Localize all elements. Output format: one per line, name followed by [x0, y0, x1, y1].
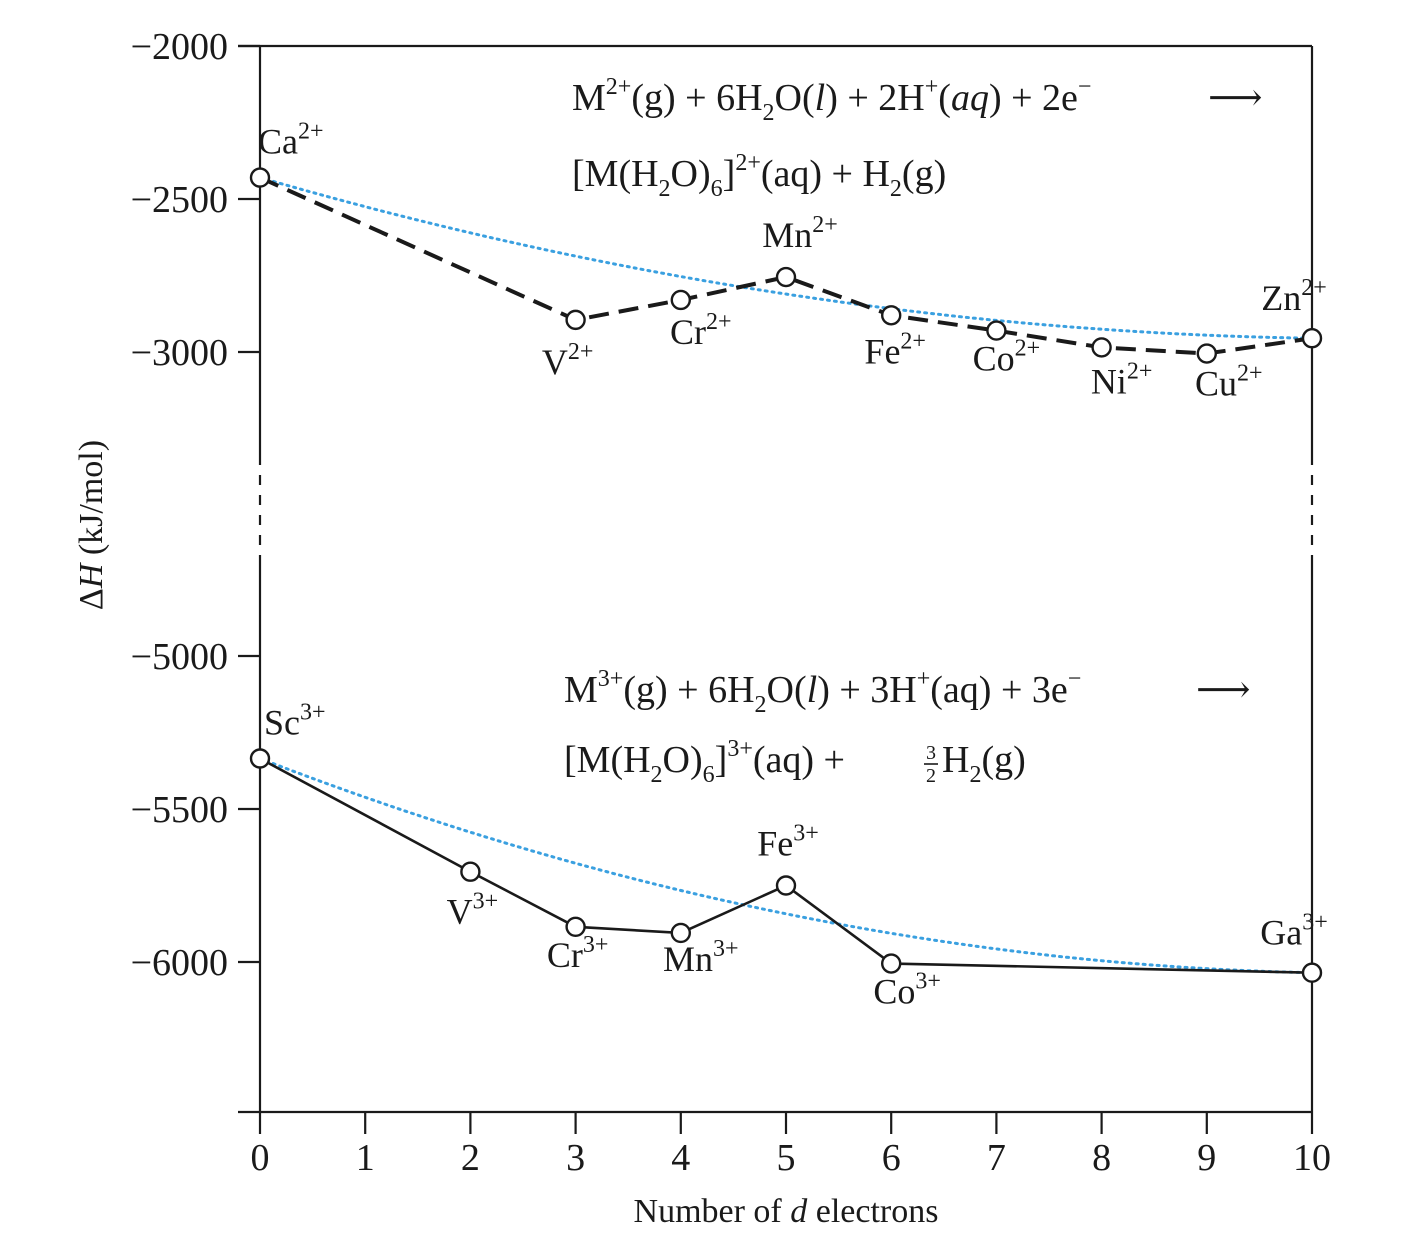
y-tick-label: −3000: [131, 332, 228, 374]
x-tick-label: 9: [1197, 1137, 1216, 1179]
data-point-cu-2plus: [1196, 343, 1218, 364]
equation-3plus-line2-end: H2(g): [942, 739, 1026, 788]
x-tick-label: 4: [671, 1137, 690, 1179]
ion-label-sc-3plus: Sc3+: [264, 700, 326, 743]
ion-label-cr-2plus: Cr2+: [670, 309, 732, 352]
data-point-sc-3plus: [249, 748, 271, 769]
ion-label-co-2plus: Co2+: [973, 336, 1041, 379]
ion-labels: Ca2+ V2+ Cr2+ Mn2+ Fe2+ Co2+ Ni2+ Cu2+ Zn2+ Sc3+ V…: [258, 119, 1328, 1012]
equation-3plus-line1: M3+(g) + 6H2O(l) + 3H+(aq) + 3e−: [564, 666, 1081, 718]
data-point-ga-3plus: [1301, 962, 1323, 983]
trend-lines: [258, 176, 1314, 975]
data-point-co-2plus: [986, 320, 1007, 341]
data-point-mn-2plus: [775, 266, 797, 288]
y-tick-label: −5000: [131, 636, 228, 678]
x-tick-label: 2: [461, 1137, 480, 1179]
equation-3plus-line2: [M(H2O)6]3+(aq) +: [564, 736, 845, 788]
data-point-co-3plus: [881, 953, 902, 974]
x-tick-label: 3: [566, 1137, 585, 1179]
x-axis-title: Number of d electrons: [634, 1193, 939, 1230]
ion-label-zn-2plus: Zn2+: [1261, 275, 1327, 318]
y-tick-label: −6000: [131, 942, 228, 984]
x-tick-label: 7: [987, 1137, 1006, 1179]
ion-label-mn-2plus: Mn2+: [762, 212, 838, 255]
trend-line-2plus: [258, 176, 1314, 340]
fraction-numerator: 3: [926, 742, 936, 764]
ion-label-ga-3plus: Ga3+: [1260, 910, 1328, 953]
series-line-3plus: [259, 757, 1313, 975]
equation-2plus-arrow: ⟶: [1208, 77, 1262, 119]
x-tick-label: 6: [882, 1137, 901, 1179]
x-tick-label: 1: [356, 1137, 375, 1179]
fraction-three-halves: 3 2: [924, 742, 938, 787]
ion-label-ni-2plus: Ni2+: [1091, 358, 1153, 401]
ion-label-cu-2plus: Cu2+: [1195, 361, 1263, 404]
ion-label-ca-2plus: Ca2+: [258, 119, 324, 162]
data-point-fe-3plus: [775, 875, 797, 896]
ion-label-fe-3plus: Fe3+: [757, 821, 819, 864]
axes: [238, 44, 1314, 1114]
fraction-denominator: 2: [926, 765, 936, 787]
equation-2plus-line1: M2+(g) + 6H2O(l) + 2H+(aq) + 2e−: [572, 74, 1091, 126]
ion-label-mn-3plus: Mn3+: [663, 936, 739, 979]
ion-label-fe-2plus: Fe2+: [864, 328, 926, 371]
data-point-ca-2plus: [249, 167, 271, 188]
y-tick-label: −5500: [131, 789, 228, 831]
x-tick-label: 5: [777, 1137, 796, 1179]
equation-3plus-arrow: ⟶: [1196, 669, 1250, 711]
equation-2plus: M2+(g) + 6H2O(l) + 2H+(aq) + 2e− ⟶ [M(H2…: [572, 74, 1262, 202]
ion-label-v-2plus: V2+: [542, 339, 594, 382]
trend-line-3plus: [258, 757, 1314, 975]
data-point-cr-3plus: [565, 916, 586, 938]
data-point-v-3plus: [460, 861, 481, 882]
y-axis-title: ΔH (kJ/mol): [73, 440, 110, 610]
y-tick-label: −2500: [131, 179, 228, 221]
ion-label-cr-3plus: Cr3+: [547, 932, 609, 975]
data-point-ni-2plus: [1091, 337, 1112, 358]
equation-2plus-line2: [M(H2O)6]2+(aq) + H2(g): [572, 150, 946, 202]
data-point-cr-2plus: [670, 289, 691, 311]
data-point-mn-3plus: [670, 922, 691, 944]
data-point-v-2plus: [565, 309, 586, 331]
x-tick-label: 10: [1293, 1137, 1331, 1179]
x-tick-label: 8: [1092, 1137, 1111, 1179]
ion-label-co-3plus: Co3+: [873, 969, 941, 1012]
data-point-zn-2plus: [1301, 328, 1323, 349]
y-tick-label: −2000: [131, 26, 228, 68]
ion-label-v-3plus: V3+: [447, 889, 499, 932]
series-line-2plus: [259, 175, 1313, 356]
x-tick-label: 0: [251, 1137, 270, 1179]
data-points: [249, 167, 1323, 983]
data-point-fe-2plus: [881, 305, 902, 326]
equation-3plus: M3+(g) + 6H2O(l) + 3H+(aq) + 3e− ⟶ [M(H2…: [564, 666, 1250, 788]
